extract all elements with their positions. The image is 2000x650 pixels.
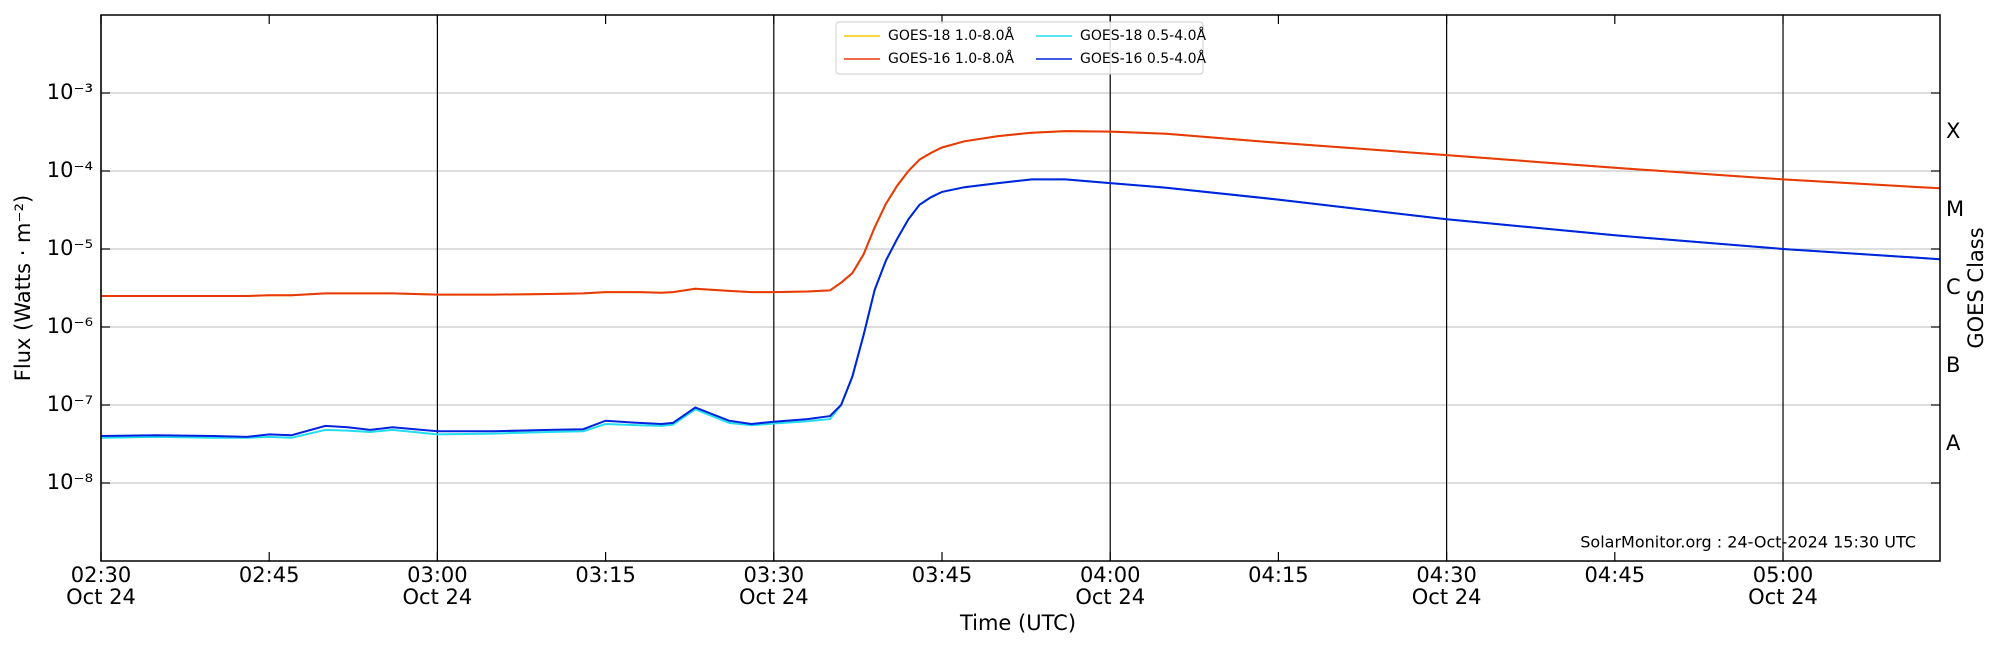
x-tick-date: Oct 24 — [1412, 585, 1482, 609]
x-tick-label: 02:45 — [239, 563, 300, 587]
x-tick-date: Oct 24 — [1748, 585, 1818, 609]
series-line — [101, 130, 1941, 297]
class-label: X — [1946, 119, 1960, 143]
legend-label: GOES-18 0.5-4.0Å — [1080, 27, 1206, 44]
class-label: A — [1946, 431, 1961, 455]
y-tick-label: 10⁻⁴ — [47, 158, 93, 182]
y-tick-label: 10⁻⁵ — [47, 236, 93, 260]
y-tick-label: 10⁻⁸ — [47, 470, 93, 494]
x-tick-label: 04:00 — [1080, 563, 1141, 587]
legend-label: GOES-16 1.0-8.0Å — [888, 50, 1014, 67]
x-tick-label: 04:45 — [1585, 563, 1646, 587]
x-tick-label: 03:00 — [407, 563, 468, 587]
x-tick-label: 02:30 — [71, 563, 132, 587]
legend-label: GOES-18 1.0-8.0Å — [888, 27, 1014, 44]
x-tick-date: Oct 24 — [739, 585, 809, 609]
plot-frame — [100, 14, 1941, 562]
x-tick-label: 04:15 — [1248, 563, 1309, 587]
series-line — [101, 130, 1941, 297]
annotation: SolarMonitor.org : 24-Oct-2024 15:30 UTC — [1580, 533, 1916, 552]
class-label: C — [1946, 275, 1961, 299]
x-tick-label: 03:15 — [575, 563, 636, 587]
y-axis-label: Flux (Watts · m⁻²) — [11, 195, 35, 381]
x-tick-date: Oct 24 — [1075, 585, 1145, 609]
y-tick-label: 10⁻³ — [47, 80, 93, 104]
series-line — [100, 178, 1941, 439]
y2-axis-label: GOES Class — [1964, 227, 1988, 348]
x-tick-label: 03:30 — [744, 563, 805, 587]
y-tick-label: 10⁻⁷ — [47, 392, 93, 416]
series-line — [100, 178, 1941, 438]
legend-box — [835, 21, 1204, 75]
x-tick-date: Oct 24 — [66, 585, 136, 609]
y-tick-label: 10⁻⁶ — [47, 314, 93, 338]
legend-label: GOES-16 0.5-4.0Å — [1080, 50, 1206, 67]
x-axis-label: Time (UTC) — [959, 611, 1076, 635]
class-label: B — [1946, 353, 1960, 377]
class-label: M — [1946, 197, 1964, 221]
x-tick-date: Oct 24 — [403, 585, 473, 609]
x-tick-label: 05:00 — [1753, 563, 1814, 587]
x-tick-label: 03:45 — [912, 563, 973, 587]
x-tick-label: 04:30 — [1416, 563, 1477, 587]
